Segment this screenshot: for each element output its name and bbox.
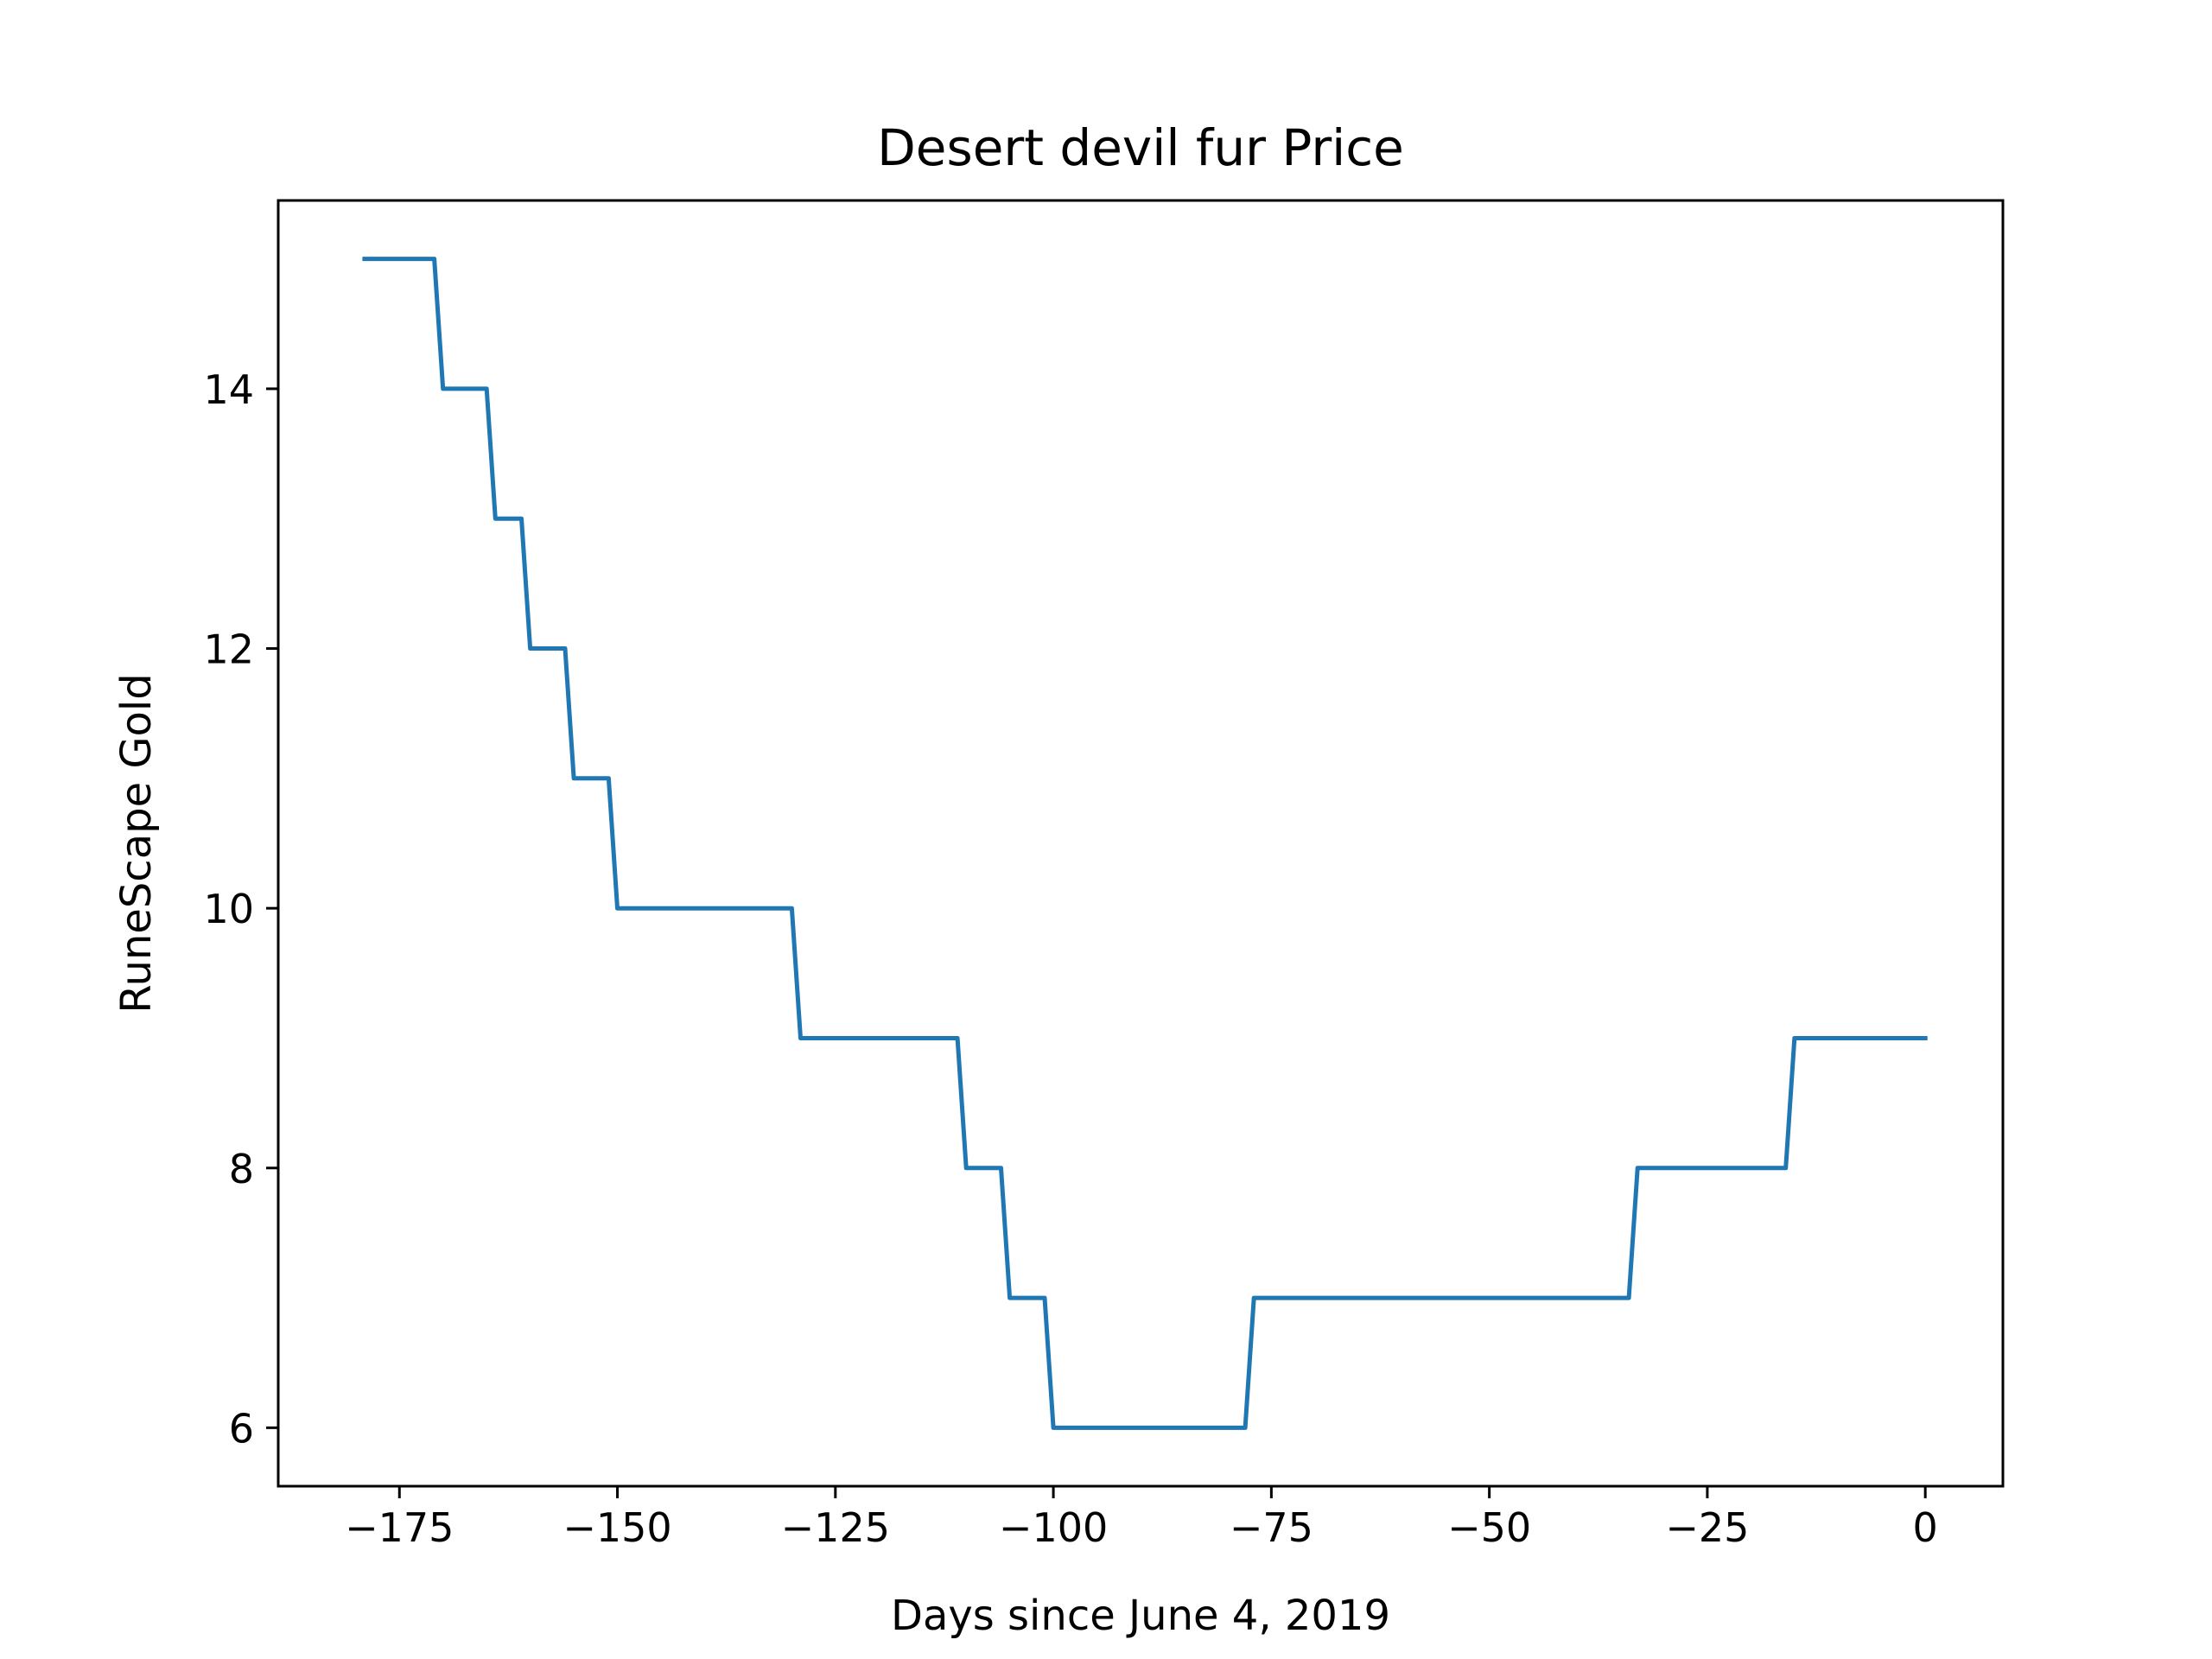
y-tick-label: 14 [203, 366, 254, 413]
y-axis-ticks: 6 8 10 12 14 [203, 366, 278, 1452]
x-tick-label: −125 [781, 1504, 890, 1551]
x-axis-ticks: −175 −150 −125 −100 −75 −50 −25 0 [345, 1486, 1938, 1551]
chart-title: Desert devil fur Price [877, 118, 1404, 177]
x-tick-label: −50 [1447, 1504, 1531, 1551]
x-tick-label: −25 [1665, 1504, 1749, 1551]
series-line-0 [362, 257, 1928, 1430]
y-tick-label: 8 [229, 1146, 254, 1192]
x-tick-label: −150 [563, 1504, 671, 1551]
x-tick-label: −75 [1230, 1504, 1313, 1551]
y-axis-label: RuneScape Gold [112, 673, 161, 1013]
x-axis-label: Days since June 4, 2019 [891, 1592, 1390, 1640]
y-tick-label: 6 [229, 1405, 254, 1452]
plot-area [276, 199, 2005, 1488]
x-tick-label: 0 [1913, 1504, 1938, 1551]
x-tick-label: −175 [345, 1504, 454, 1551]
y-tick-label: 10 [203, 886, 254, 932]
axes-frame [276, 199, 2005, 1488]
y-tick-label: 12 [203, 626, 254, 673]
x-tick-label: −100 [999, 1504, 1108, 1551]
